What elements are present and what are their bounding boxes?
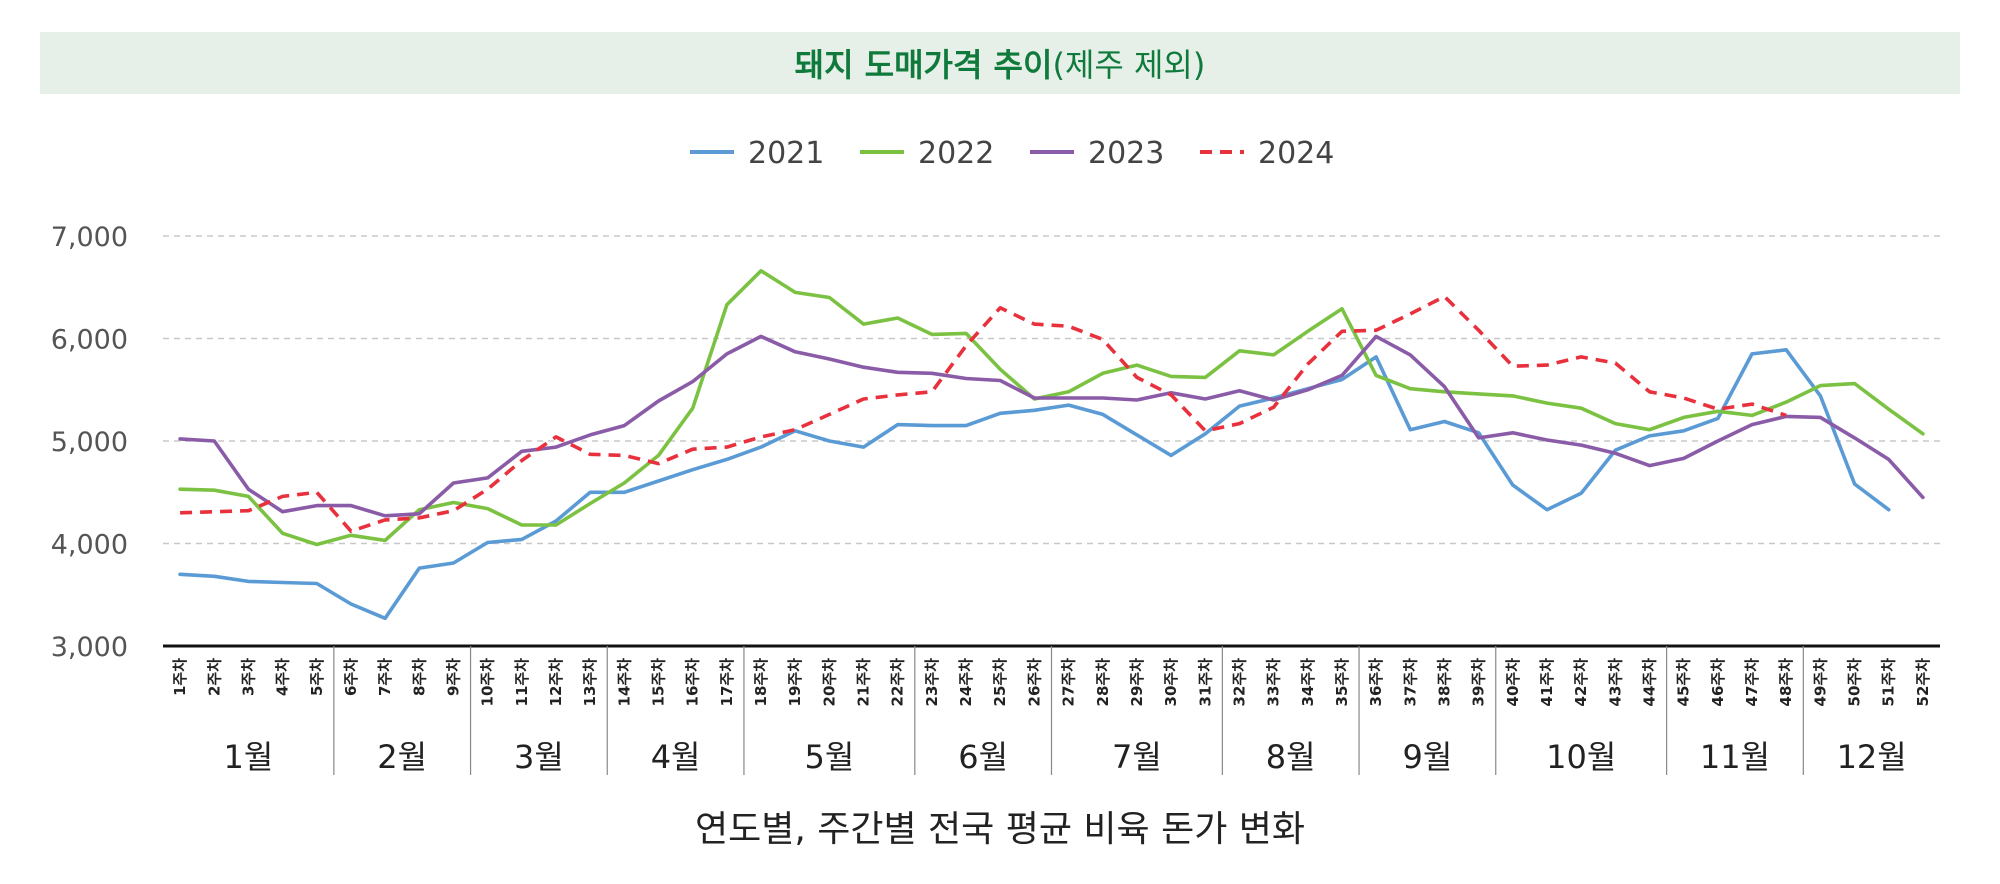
x-tick-label: 39주차	[1470, 658, 1488, 707]
series-line-2024	[180, 294, 1787, 533]
x-tick-label: 34주차	[1299, 658, 1317, 707]
x-tick-label: 21주차	[855, 658, 873, 707]
x-tick-label: 3주차	[239, 658, 257, 696]
x-tick-label: 8주차	[410, 658, 428, 696]
x-tick-label: 31주차	[1196, 658, 1214, 707]
x-tick-label: 44주차	[1641, 658, 1659, 707]
y-tick-label: 3,000	[51, 632, 128, 663]
legend-label: 2022	[918, 136, 994, 171]
x-tick-label: 32주차	[1230, 658, 1248, 707]
month-label: 12월	[1837, 738, 1907, 776]
x-tick-label: 50주차	[1846, 658, 1864, 707]
x-tick-label: 11주차	[513, 658, 531, 707]
x-tick-label: 28주차	[1094, 658, 1112, 707]
x-tick-label: 6주차	[342, 658, 360, 696]
x-tick-label: 42주차	[1572, 658, 1590, 707]
chart-subtitle: (제주 제외)	[1052, 46, 1206, 84]
x-tick-label: 15주차	[650, 658, 668, 707]
series-line-2023	[178, 334, 1925, 518]
x-tick-label: 49주차	[1811, 658, 1829, 707]
month-label: 3월	[514, 738, 564, 776]
x-tick-label: 14주차	[615, 658, 633, 707]
x-tick-label: 30주차	[1162, 658, 1180, 707]
legend-label: 2023	[1088, 136, 1164, 171]
x-tick-label: 19주차	[786, 658, 804, 707]
x-tick-label: 12주차	[547, 658, 565, 707]
x-tick-label: 9주차	[444, 658, 462, 696]
x-tick-label: 1주차	[171, 658, 189, 696]
month-label: 6월	[958, 738, 1008, 776]
month-label: 9월	[1402, 738, 1452, 776]
chart-caption: 연도별, 주간별 전국 평균 비육 돈가 변화	[694, 809, 1306, 850]
x-tick-label: 17주차	[718, 658, 736, 707]
month-label: 10월	[1546, 738, 1616, 776]
x-tick-label: 16주차	[684, 658, 702, 707]
x-tick-label: 43주차	[1606, 658, 1624, 707]
x-tick-label: 10주차	[479, 658, 497, 707]
x-tick-label: 18주차	[752, 658, 770, 707]
x-tick-label: 51주차	[1880, 658, 1898, 707]
legend-label: 2021	[748, 136, 824, 171]
x-tick-label: 13주차	[581, 658, 599, 707]
x-tick-label: 4주차	[274, 658, 292, 696]
x-tick-label: 36주차	[1367, 658, 1385, 707]
series-line-2021	[178, 348, 1891, 621]
x-tick-label: 23주차	[923, 658, 941, 707]
legend-label: 2024	[1258, 136, 1334, 171]
x-tick-label: 2주차	[205, 658, 223, 696]
x-tick-label: 48주차	[1777, 658, 1795, 707]
x-tick-label: 40주차	[1504, 658, 1522, 707]
month-label: 11월	[1700, 738, 1770, 776]
x-tick-label: 7주차	[376, 658, 394, 696]
x-tick-label: 25주차	[991, 658, 1009, 707]
x-tick-label: 46주차	[1709, 658, 1727, 707]
month-label: 2월	[377, 738, 427, 776]
x-tick-label: 22주차	[889, 658, 907, 707]
x-tick-label: 37주차	[1401, 658, 1419, 707]
y-tick-label: 7,000	[51, 222, 128, 253]
month-label: 4월	[651, 738, 701, 776]
month-label: 7월	[1112, 738, 1162, 776]
x-tick-label: 20주차	[820, 658, 838, 707]
month-label: 5월	[804, 738, 854, 776]
x-tick-label: 24주차	[957, 658, 975, 707]
x-tick-label: 29주차	[1128, 658, 1146, 707]
x-tick-label: 41주차	[1538, 658, 1556, 707]
x-tick-label: 35주차	[1333, 658, 1351, 707]
series-line-2022	[178, 269, 1925, 547]
chart-title: 돼지 도매가격 추이	[794, 46, 1053, 84]
y-tick-label: 4,000	[51, 530, 128, 561]
x-tick-label: 45주차	[1675, 658, 1693, 707]
month-label: 8월	[1266, 738, 1316, 776]
y-tick-label: 5,000	[51, 427, 128, 458]
x-tick-label: 38주차	[1435, 658, 1453, 707]
y-tick-label: 6,000	[51, 325, 128, 356]
x-tick-label: 26주차	[1025, 658, 1043, 707]
x-tick-label: 27주차	[1060, 658, 1078, 707]
month-label: 1월	[224, 738, 274, 776]
x-tick-label: 52주차	[1914, 658, 1932, 707]
x-tick-label: 47주차	[1743, 658, 1761, 707]
chart-title-bar: 돼지 도매가격 추이 (제주 제외)	[40, 32, 1960, 94]
x-tick-label: 33주차	[1265, 658, 1283, 707]
x-tick-label: 5주차	[308, 658, 326, 696]
